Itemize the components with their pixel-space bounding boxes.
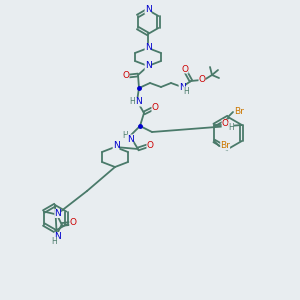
Text: H: H [129, 97, 135, 106]
Text: N: N [145, 61, 152, 70]
Text: O: O [182, 64, 188, 74]
Text: O: O [222, 119, 229, 128]
Text: N: N [127, 134, 134, 143]
Text: N: N [145, 5, 152, 14]
Text: H: H [183, 86, 189, 95]
Text: O: O [69, 218, 76, 227]
Text: O: O [199, 76, 206, 85]
Text: Br: Br [234, 106, 244, 116]
Text: N: N [145, 44, 152, 52]
Text: N: N [136, 98, 142, 106]
Text: H: H [228, 122, 234, 131]
Text: N: N [112, 142, 119, 151]
Text: N: N [54, 232, 61, 241]
Text: O: O [122, 71, 130, 80]
Text: O: O [152, 103, 158, 112]
Text: Br: Br [220, 142, 230, 151]
Text: O: O [146, 140, 154, 149]
Text: H: H [122, 130, 128, 140]
Text: H: H [51, 237, 57, 246]
Text: N: N [178, 82, 185, 91]
Text: N: N [54, 209, 61, 218]
